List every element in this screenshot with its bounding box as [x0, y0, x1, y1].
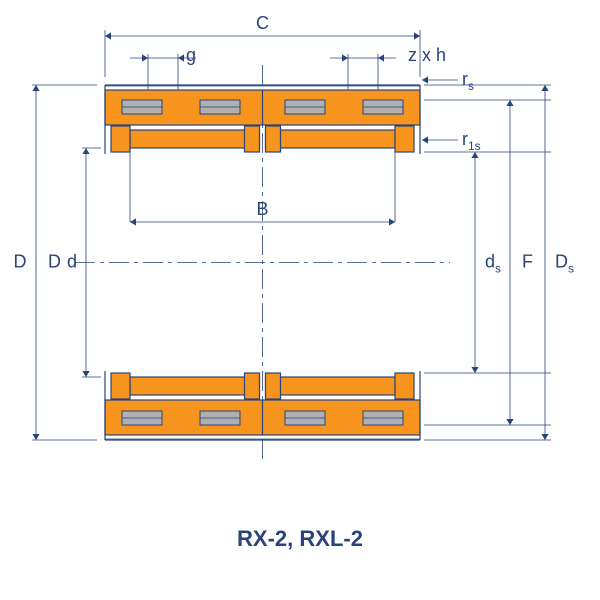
- svg-text:ds: ds: [485, 251, 501, 275]
- svg-text:C: C: [256, 13, 269, 33]
- svg-text:RX-2, RXL-2: RX-2, RXL-2: [237, 526, 363, 551]
- svg-text:F: F: [522, 251, 533, 271]
- svg-text:D: D: [14, 251, 27, 271]
- svg-text:z x h: z x h: [408, 45, 446, 65]
- svg-text:r1s: r1s: [462, 129, 481, 153]
- svg-text:d: d: [67, 251, 77, 271]
- svg-text:B: B: [256, 199, 268, 219]
- svg-text:g: g: [186, 45, 196, 65]
- svg-text:Ds: Ds: [555, 251, 574, 275]
- svg-text:D: D: [48, 251, 61, 271]
- svg-text:rs: rs: [462, 69, 474, 93]
